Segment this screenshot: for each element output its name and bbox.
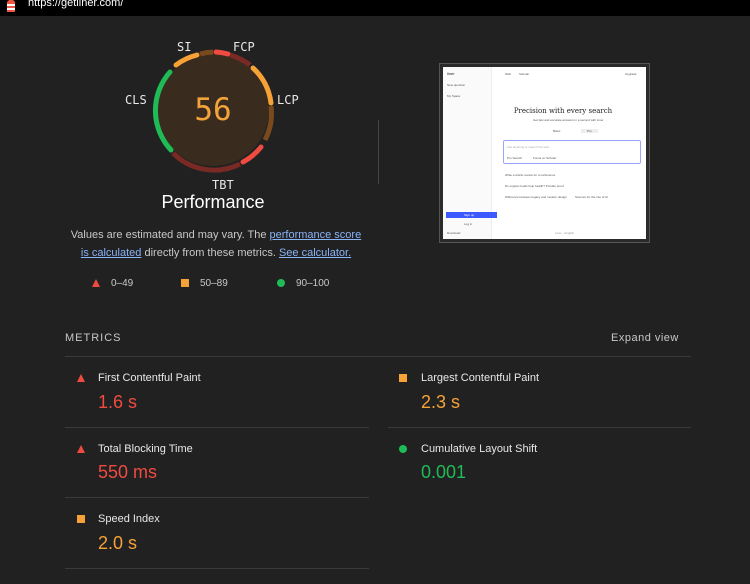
legend-item-pass: 90–100: [277, 278, 329, 289]
legend-item-average: 50–89: [181, 278, 228, 289]
thumb-chip-scholar: Focus on Scholar: [533, 156, 557, 160]
thumb-tab-pro: Pro: [581, 129, 598, 133]
gauge-segment-fcp-2: [229, 52, 252, 68]
performance-gauge: [152, 49, 274, 173]
gauge-segment-cls: [152, 69, 174, 153]
average-square-icon: [77, 515, 85, 523]
thumb-search-box: [503, 140, 641, 164]
section-divider: [378, 120, 379, 184]
triangle-icon: [92, 279, 100, 288]
thumb-my-space: My Space: [447, 94, 461, 98]
metrics-row-divider: [65, 497, 369, 498]
metric-label-cls: Cumulative Layout Shift: [421, 443, 538, 455]
metrics-heading: METRICS: [65, 332, 122, 344]
see-calculator-link[interactable]: See calculator.: [278, 247, 352, 259]
description-text-1: Values are estimated and may vary. The: [70, 229, 270, 241]
fail-triangle-icon: [77, 374, 85, 382]
square-icon: [181, 279, 189, 288]
gauge-segment-tbt-1: [240, 144, 264, 165]
thumb-chip-pro: Pro Search: [507, 156, 523, 160]
gauge-segment-lcp-2: [262, 105, 274, 142]
thumb-login: Log in: [464, 222, 473, 226]
gauge-label-cls: CLS: [125, 93, 147, 107]
legend-range: 50–89: [200, 278, 228, 289]
performance-title: Performance: [161, 192, 265, 212]
thumb-signup-button: [446, 212, 497, 218]
score-description: Values are estimated and may vary. The p…: [66, 226, 366, 262]
gauge-inner-fill: [157, 54, 269, 166]
circle-icon: [277, 279, 285, 288]
thumb-suggestion: Sources for the rise of AI: [575, 195, 608, 199]
metrics-bottom-divider: [65, 568, 369, 569]
gauge-segment-tbt-2: [171, 151, 242, 173]
average-square-icon: [399, 374, 407, 382]
thumb-subline: Get fast and accurate answers in a secon…: [533, 118, 604, 122]
thumb-new-question: New question: [447, 83, 466, 87]
thumb-upgrade: Upgrade: [625, 72, 637, 76]
performance-score: 56: [194, 92, 232, 128]
thumb-search-placeholder: Ask anything or search the web: [507, 145, 549, 149]
gauge-label-tbt: TBT: [212, 178, 234, 192]
metric-value-cls: 0.001: [421, 462, 467, 482]
thumb-signup: Sign up: [464, 213, 475, 217]
thumb-headline: Precision with every search: [513, 107, 613, 115]
thumb-sidebar: [443, 67, 492, 239]
metrics-top-divider: [65, 356, 691, 357]
thumb-nav-web: Web: [505, 72, 512, 76]
thumb-suggestion: Do organic foods help health? Provide pr…: [505, 184, 564, 188]
gauge-segment-si-2: [199, 49, 214, 57]
metric-value-si: 2.0 s: [98, 533, 138, 553]
gauge-label-fcp: FCP: [233, 40, 255, 54]
metric-label-fcp: First Contentful Paint: [98, 372, 201, 384]
thumb-suggestion: Difference between legacy and modern des…: [505, 195, 567, 199]
thumb-footer: Liner · English: [555, 231, 575, 235]
performance-score-link[interactable]: performance score is calculated: [80, 229, 362, 259]
legend-item-fail: 0–49: [92, 278, 133, 289]
gauge-segment-lcp-1: [250, 65, 274, 106]
thumb-brand: liner: [447, 71, 455, 76]
browser-url-bar[interactable]: https://getliner.com/: [0, 0, 750, 16]
thumb-download: Download: [447, 231, 461, 235]
expand-view-toggle[interactable]: Expand view: [611, 332, 679, 344]
legend-range: 0–49: [111, 278, 134, 289]
thumb-nav-scholar: Scholar: [519, 72, 530, 76]
metric-value-tbt: 550 ms: [98, 462, 158, 482]
metric-label-si: Speed Index: [98, 513, 160, 525]
gauge-segment-fcp-1: [213, 49, 231, 57]
description-text-2: directly from these metrics.: [141, 247, 279, 259]
metric-label-tbt: Total Blocking Time: [98, 443, 193, 455]
metric-value-lcp: 2.3 s: [421, 392, 461, 412]
gauge-label-si: SI: [177, 40, 192, 54]
metrics-row-divider: [388, 427, 691, 428]
gauge-segment-si-1: [173, 52, 200, 68]
fail-triangle-icon: [77, 445, 85, 453]
metric-value-fcp: 1.6 s: [98, 392, 138, 412]
legend-range: 90–100: [296, 278, 330, 289]
lighthouse-icon: [7, 0, 15, 12]
gauge-label-lcp: LCP: [277, 93, 299, 107]
pass-circle-icon: [399, 445, 407, 453]
metrics-row-divider: [65, 427, 369, 428]
thumb-tab-basic: Basic: [553, 129, 561, 133]
url-text[interactable]: https://getliner.com/: [28, 0, 124, 9]
page-screenshot-thumbnail: liner New question My Space Web Scholar …: [439, 63, 650, 243]
metric-label-lcp: Largest Contentful Paint: [421, 372, 540, 384]
thumb-suggestion: Write a article review for a conference: [505, 173, 556, 177]
